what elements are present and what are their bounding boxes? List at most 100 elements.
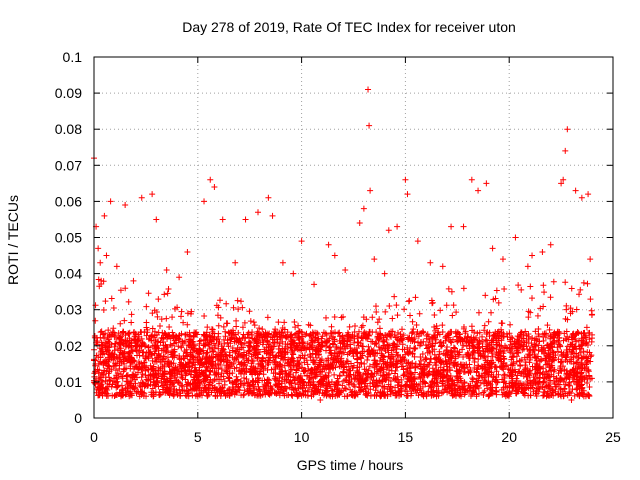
data-point	[154, 313, 161, 320]
x-tick-label: 15	[398, 429, 414, 445]
data-point	[188, 339, 195, 346]
data-point	[588, 307, 595, 314]
data-point	[92, 317, 99, 324]
data-point	[355, 333, 362, 340]
data-point	[252, 378, 259, 385]
data-point	[206, 339, 213, 346]
data-point	[105, 327, 112, 334]
data-point	[359, 322, 366, 329]
data-point	[394, 376, 401, 383]
data-point	[147, 348, 154, 355]
data-point	[573, 338, 580, 345]
data-point	[566, 390, 573, 397]
data-point	[173, 339, 180, 346]
data-point	[372, 340, 379, 347]
data-point	[161, 370, 168, 377]
data-point	[279, 329, 286, 336]
data-point	[137, 388, 144, 395]
data-point	[542, 347, 549, 354]
data-point	[245, 357, 252, 364]
data-point	[311, 366, 318, 373]
data-point	[364, 348, 371, 355]
data-point	[509, 367, 516, 374]
data-point	[448, 355, 455, 362]
data-point	[515, 384, 522, 391]
data-point	[248, 331, 255, 338]
data-point	[395, 381, 402, 388]
data-point	[525, 308, 532, 315]
data-point	[520, 341, 527, 348]
data-point	[122, 202, 129, 209]
data-point	[353, 349, 360, 356]
data-point	[526, 356, 533, 363]
data-point	[138, 343, 145, 350]
data-point	[479, 333, 486, 340]
data-point	[301, 359, 308, 366]
data-point	[288, 366, 295, 373]
data-point	[416, 310, 423, 317]
data-point	[392, 367, 399, 374]
data-point	[471, 355, 478, 362]
data-point	[540, 282, 547, 289]
data-point	[578, 194, 585, 201]
data-point	[447, 372, 454, 379]
data-point	[363, 390, 370, 397]
data-point	[467, 393, 474, 400]
data-point	[99, 392, 106, 399]
data-point	[546, 326, 553, 333]
data-point	[527, 283, 534, 290]
data-point	[307, 351, 314, 358]
data-point	[364, 353, 371, 360]
data-point	[105, 336, 112, 343]
data-point	[126, 350, 133, 357]
data-point	[101, 212, 108, 219]
data-point	[213, 353, 220, 360]
data-point	[373, 308, 380, 315]
data-point	[380, 354, 387, 361]
data-point	[299, 364, 306, 371]
y-tick-label: 0.03	[55, 302, 82, 318]
data-point	[371, 353, 378, 360]
data-point	[220, 388, 227, 395]
data-point	[401, 371, 408, 378]
data-point	[586, 383, 593, 390]
data-point	[347, 367, 354, 374]
data-point	[112, 379, 119, 386]
data-point	[436, 351, 443, 358]
data-point	[201, 313, 208, 320]
data-point	[507, 321, 514, 328]
data-point	[358, 359, 365, 366]
data-point	[407, 312, 414, 319]
data-point	[513, 388, 520, 395]
data-point	[466, 354, 473, 361]
data-point	[542, 361, 549, 368]
data-point	[153, 355, 160, 362]
data-point	[165, 286, 172, 293]
data-point	[318, 376, 325, 383]
data-point	[167, 379, 174, 386]
data-point	[149, 343, 156, 350]
data-point	[494, 379, 501, 386]
data-point	[164, 381, 171, 388]
data-point	[145, 290, 152, 297]
data-point	[143, 324, 150, 331]
data-point	[116, 352, 123, 359]
data-point	[251, 322, 258, 329]
data-point	[574, 369, 581, 376]
data-point	[129, 374, 136, 381]
data-point	[351, 329, 358, 336]
data-point	[217, 352, 224, 359]
data-point	[340, 369, 347, 376]
data-point	[380, 390, 387, 397]
data-point	[113, 335, 120, 342]
data-point	[315, 383, 322, 390]
data-point	[111, 329, 118, 336]
data-point	[176, 274, 183, 281]
data-point	[461, 338, 468, 345]
data-point	[440, 373, 447, 380]
data-point	[514, 372, 521, 379]
data-point	[574, 359, 581, 366]
data-point	[381, 353, 388, 360]
data-point	[534, 312, 541, 319]
data-point	[291, 332, 298, 339]
